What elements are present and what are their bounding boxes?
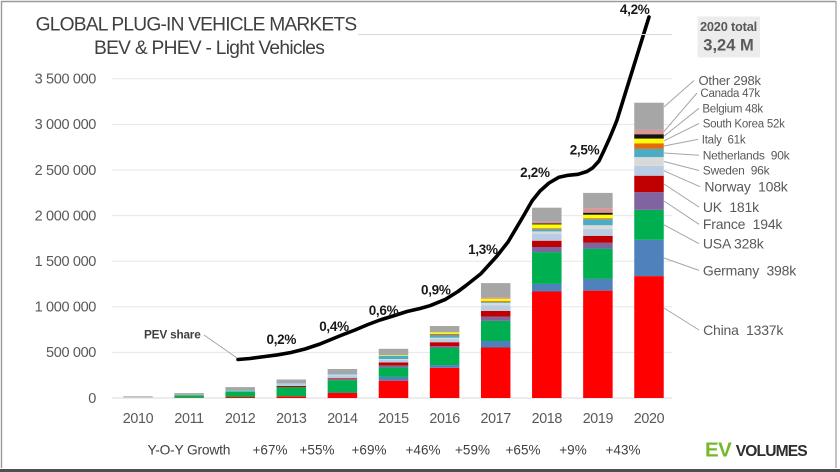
svg-text:Germany 398k: Germany 398k — [703, 262, 797, 278]
svg-text:Other 298k: Other 298k — [699, 73, 762, 88]
svg-text:1,3%: 1,3% — [468, 242, 498, 257]
svg-text:3 500 000: 3 500 000 — [35, 72, 97, 88]
svg-text:2014: 2014 — [327, 411, 358, 427]
svg-text:+67%: +67% — [253, 443, 288, 458]
svg-text:USA 328k: USA 328k — [703, 236, 765, 252]
svg-text:2 500 000: 2 500 000 — [35, 163, 97, 179]
svg-text:South Korea 52k: South Korea 52k — [703, 119, 785, 131]
svg-text:2020 total: 2020 total — [700, 19, 757, 34]
svg-text:2016: 2016 — [429, 411, 460, 427]
svg-text:+69%: +69% — [352, 443, 387, 458]
svg-text:0: 0 — [88, 391, 96, 407]
svg-text:2019: 2019 — [583, 411, 614, 427]
svg-text:2012: 2012 — [225, 411, 256, 427]
svg-text:3,24 M: 3,24 M — [703, 37, 753, 55]
svg-text:UK 181k: UK 181k — [703, 199, 760, 215]
svg-text:Italy 61k: Italy 61k — [702, 134, 746, 146]
svg-text:Netherlands 90k: Netherlands 90k — [703, 149, 791, 163]
svg-text:2010: 2010 — [123, 411, 154, 427]
svg-text:VOLUMES: VOLUMES — [736, 443, 808, 460]
svg-text:0,6%: 0,6% — [369, 303, 399, 318]
svg-text:2,5%: 2,5% — [570, 143, 600, 158]
svg-text:+46%: +46% — [406, 443, 441, 458]
svg-text:3 000 000: 3 000 000 — [35, 117, 97, 133]
svg-text:Sweden 96k: Sweden 96k — [703, 164, 771, 178]
svg-text:France 194k: France 194k — [703, 216, 784, 232]
svg-text:China 1337k: China 1337k — [703, 322, 784, 338]
svg-text:2,2%: 2,2% — [520, 165, 550, 180]
svg-text:4,2%: 4,2% — [620, 2, 650, 17]
svg-text:Belgium 48k: Belgium 48k — [702, 103, 763, 115]
svg-text:+65%: +65% — [506, 443, 541, 458]
svg-text:2013: 2013 — [276, 411, 307, 427]
svg-text:0,4%: 0,4% — [319, 319, 349, 334]
svg-text:1 000 000: 1 000 000 — [35, 300, 97, 316]
svg-text:Norway 108k: Norway 108k — [704, 179, 788, 195]
svg-text:+59%: +59% — [455, 443, 490, 458]
svg-text:500 000: 500 000 — [46, 345, 96, 361]
svg-text:EV: EV — [705, 439, 732, 462]
svg-text:2011: 2011 — [174, 411, 204, 427]
svg-text:2015: 2015 — [378, 411, 409, 427]
svg-text:BEV & PHEV - Light Vehicles: BEV & PHEV - Light Vehicles — [94, 38, 324, 59]
svg-text:PEV share: PEV share — [144, 328, 201, 342]
svg-text:2018: 2018 — [532, 411, 563, 427]
svg-text:0,9%: 0,9% — [421, 283, 451, 298]
svg-text:1 500 000: 1 500 000 — [35, 254, 97, 270]
svg-text:2020: 2020 — [634, 411, 665, 427]
svg-text:Canada 47k: Canada 47k — [700, 88, 760, 100]
svg-text:0,2%: 0,2% — [267, 332, 297, 347]
svg-text:2 000 000: 2 000 000 — [35, 208, 97, 224]
svg-text:+43%: +43% — [606, 443, 641, 458]
svg-text:+55%: +55% — [300, 443, 335, 458]
svg-text:+9%: +9% — [559, 443, 586, 458]
svg-text:GLOBAL PLUG-IN VEHICLE MARKETS: GLOBAL PLUG-IN VEHICLE MARKETS — [36, 15, 357, 36]
svg-text:Y-O-Y Growth: Y-O-Y Growth — [148, 443, 231, 458]
svg-text:2017: 2017 — [480, 411, 511, 427]
